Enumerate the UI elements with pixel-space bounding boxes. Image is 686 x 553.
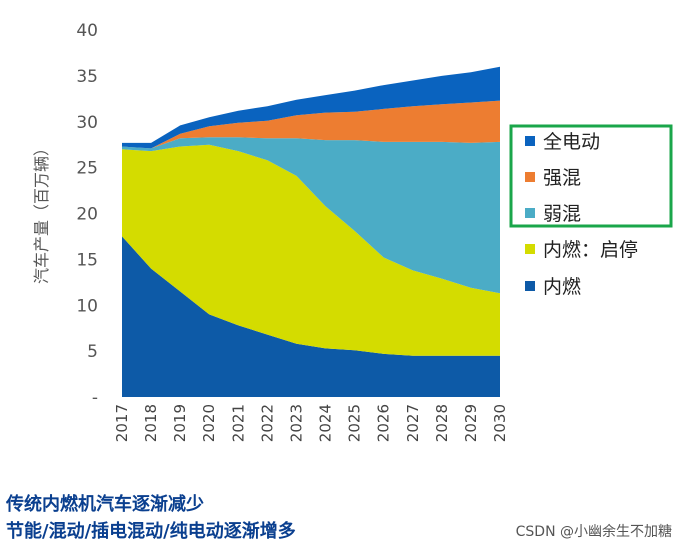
area-series-2 (122, 137, 500, 294)
x-axis-ticks: 2017 2018 2019 2020 2021 2022 2023 2024 2025 2026… (113, 404, 509, 442)
legend-swatch (525, 136, 535, 146)
x-tick-label: 2017 (113, 404, 131, 442)
x-tick-label: 2029 (462, 404, 480, 442)
legend-swatch (525, 244, 535, 254)
legend-label: 内燃：启停 (543, 239, 638, 261)
x-tick-label: 2019 (171, 404, 189, 442)
y-tick-label: 25 (76, 159, 98, 179)
y-axis-ticks: - 5 10 15 20 25 30 35 40 (76, 21, 98, 408)
area-series-1 (122, 144, 500, 356)
legend-label: 内燃 (543, 276, 581, 298)
x-tick-label: 2022 (258, 404, 276, 442)
x-tick-label: 2028 (433, 404, 451, 442)
area-series-3 (122, 100, 500, 149)
area-series-group (122, 66, 500, 397)
caption-line-2: 节能/混动/插电混动/纯电动逐渐增多 (6, 521, 296, 542)
y-tick-label: 15 (76, 250, 98, 270)
legend-swatch (525, 172, 535, 182)
legend-swatch (525, 208, 535, 218)
x-tick-label: 2018 (142, 404, 160, 442)
x-tick-label: 2021 (229, 404, 247, 442)
y-tick-label: 10 (76, 296, 98, 316)
y-tick-label: 35 (76, 67, 98, 87)
x-tick-label: 2020 (200, 404, 218, 442)
x-tick-label: 2023 (287, 404, 305, 442)
y-axis-title: 汽车产量（百万辆） (32, 140, 51, 284)
legend-highlight-box (509, 124, 673, 228)
legend-label: 弱混 (543, 203, 581, 225)
legend-label: 全电动 (543, 131, 600, 153)
x-tick-label: 2024 (317, 404, 335, 442)
area-series-0 (122, 236, 500, 397)
y-tick-label: 30 (76, 113, 98, 133)
legend-label: 强混 (543, 167, 581, 189)
x-tick-label: 2027 (404, 404, 422, 442)
area-series-4 (122, 66, 500, 149)
x-tick-label: 2025 (346, 404, 364, 442)
y-tick-label: 20 (76, 205, 98, 225)
y-tick-label: - (92, 388, 98, 408)
watermark: CSDN @小幽余生不加糖 (515, 524, 672, 540)
y-tick-label: 5 (87, 342, 98, 362)
x-tick-label: 2030 (491, 404, 509, 442)
caption-line-1: 传统内燃机汽车逐渐减少 (6, 494, 204, 515)
x-tick-label: 2026 (375, 404, 393, 442)
legend-swatch (525, 281, 535, 291)
y-tick-label: 40 (76, 21, 98, 41)
